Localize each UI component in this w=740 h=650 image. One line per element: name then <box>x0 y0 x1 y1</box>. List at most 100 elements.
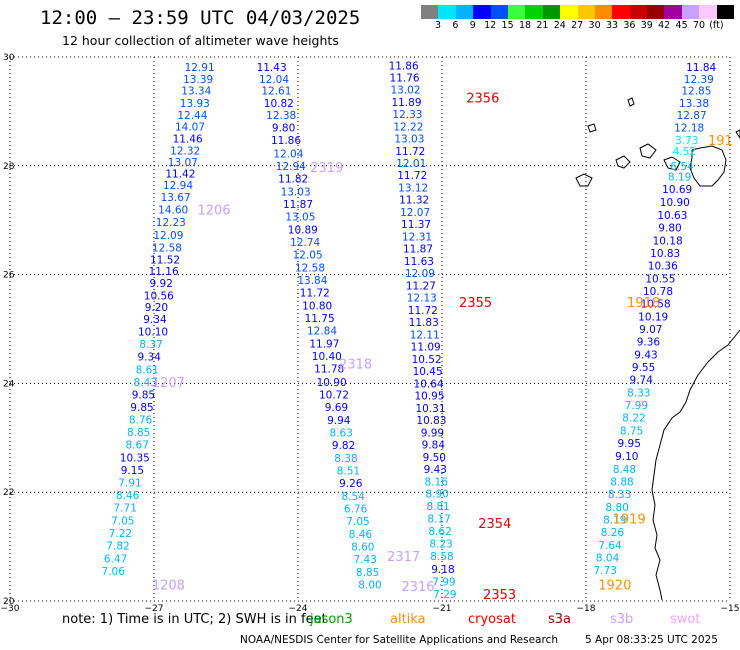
legend-label: 24 <box>553 20 566 31</box>
wave-height-value: 13.03 <box>281 186 311 198</box>
wave-height-value: 7.43 <box>354 554 377 566</box>
satellite-label-s3b: s3b <box>610 612 634 627</box>
wave-height-value: 12.74 <box>290 237 320 249</box>
legend-label: (ft) <box>709 20 724 31</box>
wave-height-value: 11.84 <box>686 62 716 74</box>
wave-height-value: 8.33 <box>608 489 631 501</box>
wave-height-value: 7.05 <box>346 516 369 528</box>
wave-height-value: 8.23 <box>429 538 452 550</box>
wave-height-value: 9.34 <box>138 352 162 364</box>
wave-height-value: 9.74 <box>630 375 654 387</box>
wave-height-value: 10.18 <box>653 235 683 247</box>
page-title: 12:00 – 23:59 UTC 04/03/2025 <box>40 7 361 29</box>
pass-label: 1919 <box>613 512 646 527</box>
wave-height-value: 8.16 <box>425 476 449 488</box>
wave-height-value: 8.43 <box>134 377 157 389</box>
wave-height-value: 10.78 <box>643 286 673 298</box>
wave-height-value: 11.89 <box>391 97 421 109</box>
wave-height-value: 9.95 <box>618 438 641 450</box>
wave-height-value: 8.17 <box>427 513 450 525</box>
wave-height-value: 11.75 <box>305 313 335 325</box>
wave-height-value: 9.15 <box>121 465 144 477</box>
wave-height-value: 9.80 <box>658 222 681 234</box>
y-tick-label: 22 <box>3 488 14 498</box>
wave-height-value: 12.58 <box>295 263 325 275</box>
legend-swatch <box>421 5 439 19</box>
wave-height-value: 13.67 <box>161 192 191 204</box>
note-text: note: 1) Time is in UTC; 2) SWH is in fe… <box>62 612 327 627</box>
wave-height-value: 11.72 <box>300 288 330 300</box>
wave-height-value: 13.93 <box>180 98 210 110</box>
wave-height-value: 13.02 <box>390 85 420 97</box>
pass-label: 191 <box>708 134 733 149</box>
pass-label: 2317 <box>387 550 420 565</box>
wave-height-value: 9.85 <box>132 389 155 401</box>
y-tick-label: 24 <box>3 379 15 389</box>
wave-height-value: 8.60 <box>351 542 374 554</box>
wave-height-value: 12.11 <box>410 329 440 341</box>
wave-height-value: 11.83 <box>409 317 439 329</box>
wave-height-value: 10.95 <box>414 390 444 402</box>
legend-swatch <box>507 5 526 19</box>
footer-credit: NOAA/NESDIS Center for Satellite Applica… <box>240 634 558 646</box>
legend-label: 27 <box>571 20 584 31</box>
wave-height-value: 12.33 <box>392 109 422 121</box>
wave-height-value: 8.85 <box>356 567 379 579</box>
wave-height-value: 13.84 <box>297 275 327 287</box>
wave-height-value: 7.73 <box>594 565 617 577</box>
wave-height-value: 13.12 <box>398 183 428 195</box>
wave-height-value: 12.85 <box>681 86 711 98</box>
wave-height-value: 8.81 <box>426 501 449 513</box>
wave-height-value: 10.35 <box>120 452 150 464</box>
legend-label: 15 <box>501 20 514 31</box>
lat-lon-grid <box>9 56 731 602</box>
wave-height-value: 12.22 <box>393 122 423 134</box>
legend-label: 21 <box>536 20 549 31</box>
wave-height-value: 8.90 <box>426 488 449 500</box>
pass-label: 2318 <box>339 357 372 372</box>
wave-height-value: 11.32 <box>399 195 429 207</box>
wave-height-value: 8.54 <box>342 491 366 503</box>
wave-height-value: 10.63 <box>657 210 687 222</box>
wave-height-value: 12.18 <box>674 123 704 135</box>
wave-height-value: 7.22 <box>109 528 132 540</box>
legend-swatch <box>612 5 630 19</box>
legend-swatch <box>647 5 665 19</box>
wave-height-value: 13.34 <box>181 86 211 98</box>
wave-height-value: 9.69 <box>325 402 348 414</box>
x-tick-label: −15 <box>721 604 740 614</box>
pass-label: 1208 <box>152 579 185 594</box>
wave-height-value: 10.31 <box>415 403 445 415</box>
wave-height-value: 8.63 <box>330 427 353 439</box>
wave-height-value: 12.09 <box>405 268 435 280</box>
legend-swatch <box>699 5 717 19</box>
wave-height-value: 9.50 <box>423 452 446 464</box>
pass-label: 2316 <box>401 580 434 595</box>
wave-height-value: 10.36 <box>648 260 678 272</box>
satellite-label-s3a: s3a <box>548 612 572 627</box>
legend-swatch <box>664 5 682 19</box>
wave-height-value: 8.75 <box>620 426 643 438</box>
wave-height-value: 10.45 <box>413 366 443 378</box>
wave-height-value: 11.16 <box>149 266 179 278</box>
wave-height-value: 11.86 <box>271 135 301 147</box>
legend-labels: 3 6 9 12 15 18 21 24 27 30 33 36 39 42 45 70 (ft) <box>421 19 734 33</box>
wave-height-value: 10.64 <box>414 378 444 390</box>
satellite-label-cryosat: cryosat <box>468 612 516 627</box>
wave-height-value: 14.07 <box>175 122 205 134</box>
wave-height-value: 12.01 <box>396 158 426 170</box>
legend-swatch <box>455 5 474 19</box>
wave-height-value: 8.26 <box>601 527 625 539</box>
wave-height-value: 7.82 <box>106 541 129 553</box>
legend-label: 6 <box>452 20 459 31</box>
wave-height-value: 10.83 <box>650 248 680 260</box>
wave-height-value: 8.37 <box>139 339 162 351</box>
wave-height-value: 9.55 <box>632 362 655 374</box>
legend-swatch <box>542 5 561 19</box>
wave-height-value: 9.43 <box>634 350 657 362</box>
wave-height-value: 10.58 <box>641 298 671 310</box>
wave-height-value: 10.19 <box>638 311 668 323</box>
wave-height-value: 8.85 <box>127 427 150 439</box>
wave-height-value: 8.48 <box>613 464 636 476</box>
wave-height-value: 12.87 <box>677 110 707 122</box>
